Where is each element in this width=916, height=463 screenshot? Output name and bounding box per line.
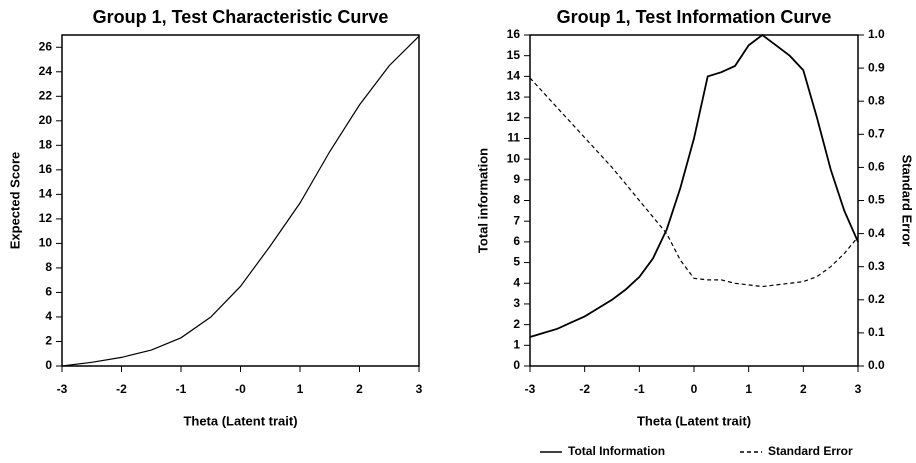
y-tick-label: 10 bbox=[507, 151, 521, 165]
y-axis-label: Expected Score bbox=[7, 152, 22, 250]
y-tick-label: 14 bbox=[39, 187, 53, 201]
x-tick-label: -3 bbox=[57, 382, 68, 396]
y-tick-label: 2 bbox=[513, 317, 520, 331]
x-tick-label: 0 bbox=[691, 382, 698, 396]
y-tick-label: 10 bbox=[39, 236, 53, 250]
x-tick-label: 2 bbox=[356, 382, 363, 396]
y2-tick-label: 0.8 bbox=[868, 93, 885, 107]
y-tick-label: 11 bbox=[507, 131, 520, 145]
y-tick-label: 4 bbox=[45, 309, 52, 323]
y-tick-label: 14 bbox=[507, 69, 521, 83]
y-tick-label: 16 bbox=[507, 27, 521, 41]
y2-tick-label: 0.4 bbox=[868, 226, 885, 240]
y2-tick-label: 0.2 bbox=[868, 292, 885, 306]
y-tick-label: 6 bbox=[45, 285, 52, 299]
y-tick-label: 2 bbox=[45, 334, 52, 348]
x-tick-label: -2 bbox=[579, 382, 590, 396]
y-tick-label: 8 bbox=[513, 193, 520, 207]
plot-frame bbox=[61, 34, 420, 367]
plot-frame bbox=[529, 34, 859, 367]
legend-label: Standard Error bbox=[768, 444, 853, 458]
y-tick-label: 6 bbox=[513, 234, 520, 248]
y2-tick-label: 0.5 bbox=[868, 193, 885, 207]
y-tick-label: 26 bbox=[39, 39, 53, 53]
y-tick-label: 12 bbox=[39, 211, 53, 225]
y-tick-label: 22 bbox=[39, 88, 53, 102]
y-tick-label: 0 bbox=[45, 358, 52, 372]
y-tick-label: 0 bbox=[513, 358, 520, 372]
y2-tick-label: 0.3 bbox=[868, 259, 885, 273]
series-line bbox=[529, 33, 859, 338]
y2-tick-label: 0.9 bbox=[868, 60, 885, 74]
y-tick-label: 12 bbox=[507, 110, 521, 124]
x-tick-label: 2 bbox=[800, 382, 807, 396]
y-tick-label: 16 bbox=[39, 162, 53, 176]
x-tick-label: -0 bbox=[235, 382, 246, 396]
x-tick-label: -1 bbox=[176, 382, 187, 396]
x-tick-label: 3 bbox=[416, 382, 423, 396]
y-tick-label: 7 bbox=[513, 213, 520, 227]
y2-tick-label: 0.7 bbox=[868, 126, 885, 140]
x-tick-label: -1 bbox=[634, 382, 645, 396]
legend-label: Total Information bbox=[568, 444, 665, 458]
y-tick-label: 18 bbox=[39, 138, 53, 152]
chart-title: Group 1, Test Characteristic Curve bbox=[93, 7, 389, 27]
y-tick-label: 3 bbox=[513, 296, 520, 310]
y2-axis-label: Standard Error bbox=[900, 155, 915, 247]
series-line bbox=[61, 35, 420, 367]
y2-tick-label: 0.0 bbox=[868, 358, 885, 372]
x-axis-label: Theta (Latent trait) bbox=[637, 413, 751, 428]
x-tick-label: 1 bbox=[745, 382, 752, 396]
y-tick-label: 1 bbox=[513, 337, 520, 351]
y-tick-label: 9 bbox=[513, 172, 520, 186]
series-line bbox=[529, 77, 859, 288]
y-tick-label: 8 bbox=[45, 260, 52, 274]
x-tick-label: -2 bbox=[116, 382, 127, 396]
y2-tick-label: 1.0 bbox=[868, 27, 885, 41]
x-tick-label: 1 bbox=[297, 382, 304, 396]
y-tick-label: 13 bbox=[507, 89, 521, 103]
y-tick-label: 20 bbox=[39, 113, 53, 127]
y-tick-label: 24 bbox=[39, 64, 53, 78]
x-tick-label: -3 bbox=[525, 382, 536, 396]
y-axis-label: Total information bbox=[475, 148, 490, 253]
y-tick-label: 5 bbox=[513, 255, 520, 269]
y2-tick-label: 0.6 bbox=[868, 160, 885, 174]
x-tick-label: 3 bbox=[855, 382, 862, 396]
y-tick-label: 15 bbox=[507, 48, 521, 62]
y-tick-label: 4 bbox=[513, 275, 520, 289]
x-axis-label: Theta (Latent trait) bbox=[183, 413, 297, 428]
y2-tick-label: 0.1 bbox=[868, 325, 885, 339]
chart-title: Group 1, Test Information Curve bbox=[557, 7, 832, 27]
